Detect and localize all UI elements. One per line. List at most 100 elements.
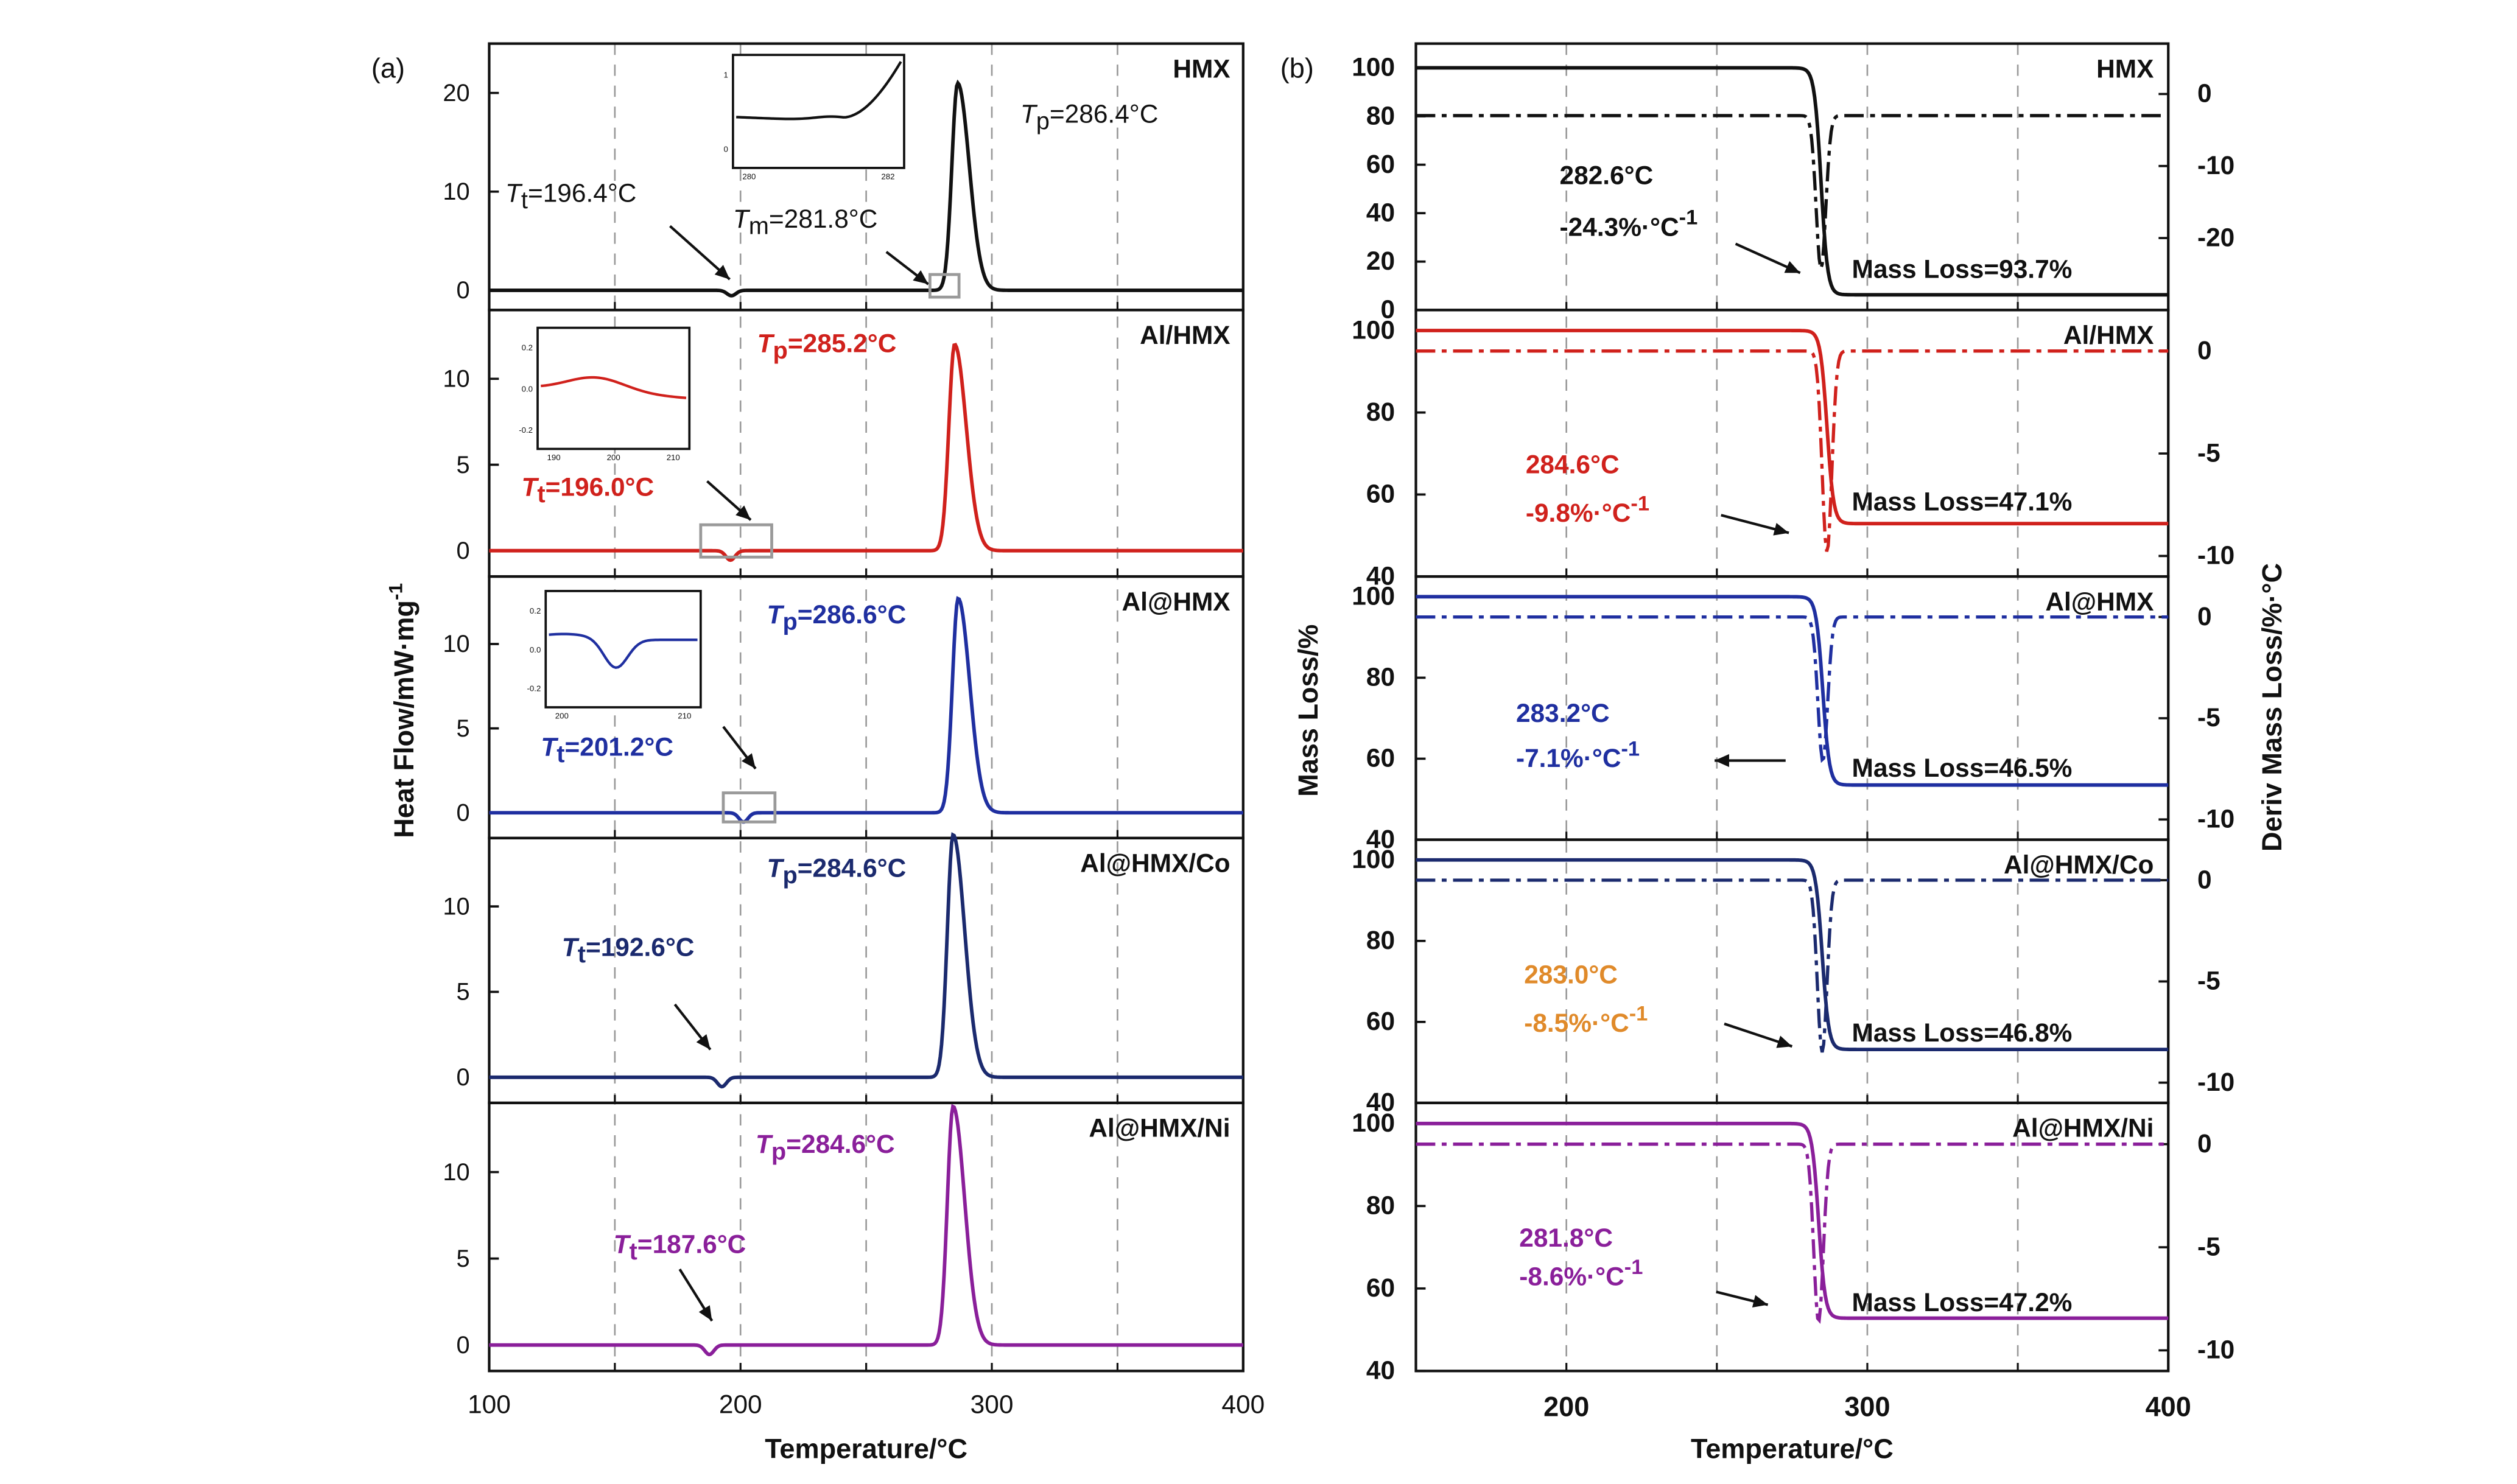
series-name: Al@HMX/Ni (1089, 1114, 1230, 1143)
x-tick-label: 400 (2146, 1391, 2191, 1423)
mass-loss-curve (1416, 858, 2169, 1052)
y-tick-label: 0 (457, 1332, 470, 1359)
x-tick-label: 300 (1844, 1391, 1890, 1423)
series-name: Al/HMX (1140, 321, 1230, 349)
annotation-arrow-head (1773, 523, 1789, 536)
dsc-subplot-al-hmx: 0510Al/HMXTp=285.2°CTt=196.0°C0.20.0-0.2… (443, 309, 1244, 578)
y-tick-label-left: 80 (1366, 1191, 1395, 1220)
deriv-mass-loss-curve (1416, 878, 2169, 1053)
tt-subscript: t (578, 941, 586, 968)
deriv-mass-loss-curve (1416, 1143, 2169, 1325)
tp-annotation: Tp=284.6°C (756, 1130, 895, 1165)
x-tick-label: 400 (1221, 1390, 1265, 1418)
mass-loss-value: Mass Loss=46.5% (1852, 754, 2072, 782)
max-rate-main: -7.1%·°C (1516, 744, 1621, 772)
x-tick-label: 300 (971, 1390, 1014, 1418)
y-tick-label-left: 40 (1366, 198, 1395, 226)
tp-value: =286.6°C (798, 600, 907, 629)
y-tick-label-right: -5 (2197, 438, 2220, 467)
tt-arrow-head (698, 1305, 712, 1321)
dsc-subplot-hmx: 01020HMXTp=286.4°CTt=196.4°CTm=281.8°C10… (443, 42, 1244, 312)
inset-tick-label: 0.2 (522, 343, 533, 352)
inset-tick-label: 0 (724, 144, 728, 153)
series-name: Al@HMX/Ni (2012, 1114, 2154, 1143)
series-name: Al@HMX (2045, 587, 2154, 616)
max-rate-sup: -1 (1629, 1003, 1648, 1026)
y-tick-label-right: 0 (2197, 602, 2212, 631)
inset-tick-label: 200 (607, 453, 620, 462)
y-axis-title-left: Mass Loss/% (1293, 625, 1324, 797)
tp-subscript: p (1036, 108, 1050, 135)
y-tick-label: 20 (443, 80, 469, 107)
tt-arrow-head (696, 1034, 711, 1050)
y-axis-title-sup: -1 (384, 583, 406, 600)
y-tick-label-left: 100 (1352, 1108, 1395, 1137)
tt-value: =187.6°C (637, 1230, 746, 1259)
y-tick-label-right: -10 (2197, 1335, 2234, 1364)
zoom-region-box (721, 791, 777, 824)
tt-value: =196.0°C (546, 472, 655, 501)
panel-a-dsc: 01020HMXTp=286.4°CTt=196.4°CTm=281.8°C10… (371, 42, 1265, 1465)
tp-annotation: Tp=286.4°C (1020, 100, 1159, 135)
annotation-arrow-head (1776, 1035, 1792, 1048)
tt-annotation: Tt=196.4°C (505, 179, 636, 214)
max-rate-main: -9.8%·°C (1526, 499, 1631, 527)
inset-curve (736, 61, 902, 121)
y-tick-label-right: 0 (2197, 865, 2212, 894)
tt-arrow-head (742, 753, 756, 769)
tt-symbol: T (614, 1230, 631, 1259)
inset-curve (541, 376, 687, 399)
tt-subscript: t (537, 481, 545, 508)
inset-tick-label: 210 (678, 712, 691, 721)
inset-curve (549, 632, 698, 670)
y-tick-label-left: 0 (1380, 295, 1395, 324)
inset-frame (536, 326, 691, 450)
y-tick-label-right: -10 (2197, 804, 2234, 833)
y-tick-label-left: 100 (1352, 582, 1395, 611)
panel-label: (a) (371, 52, 405, 83)
y-tick-label: 0 (457, 800, 470, 827)
dsc-subplot-al-hmx: 0510Al@HMXTp=286.6°CTt=201.2°C0.20.0-0.2… (443, 575, 1244, 839)
dsc-curve (489, 1104, 1243, 1357)
inset-tick-label: -0.2 (519, 425, 533, 435)
y-tick-label-left: 60 (1366, 150, 1395, 178)
onset-temperature: 283.2°C (1516, 699, 1610, 727)
max-rate-sup: -1 (1624, 1256, 1643, 1279)
inset-tick-label: 200 (555, 712, 569, 721)
tt-arrow-head (714, 265, 730, 279)
onset-temperature: 283.0°C (1524, 961, 1618, 989)
y-tick-label: 10 (443, 1159, 469, 1186)
y-tick-label-right: 0 (2197, 79, 2212, 108)
series-name: HMX (2096, 54, 2154, 83)
max-rate-main: -24.3%·°C (1560, 212, 1679, 241)
x-axis-title: Temperature/°C (1691, 1433, 1894, 1465)
tt-subscript: t (521, 187, 528, 214)
inset-frame (544, 590, 702, 709)
y-tick-label-left: 60 (1366, 1273, 1395, 1302)
series-name: Al@HMX/Co (2004, 850, 2154, 879)
tt-symbol: T (505, 179, 523, 208)
inset-tick-label: 210 (667, 453, 680, 462)
panel-label: (b) (1280, 52, 1314, 83)
y-tick-label-left: 60 (1366, 480, 1395, 508)
max-rate: -7.1%·°C-1 (1516, 738, 1640, 773)
tga-subplot-al-hmx: 40 60 80 100 0 -5 -10 Al@HMX 283.2°C -7.1%·°C-1 Ma… (1352, 575, 2234, 853)
tga-subplot-al-hmx-co: 40 60 80 100 0 -5 -10 Al@HMX/Co 283.0°C -8.5%·°C-… (1352, 838, 2234, 1116)
y-tick-label-right: -10 (2197, 1068, 2234, 1096)
tp-symbol: T (1020, 100, 1038, 128)
x-tick-label: 200 (719, 1390, 762, 1418)
annotation-arrow-head (1752, 1295, 1768, 1308)
subplot-frame (1414, 1101, 2170, 1373)
annotation-arrow-head (1784, 261, 1800, 273)
tp-annotation: Tp=285.2°C (757, 329, 897, 364)
onset-temperature: 282.6°C (1560, 161, 1654, 189)
y-tick-label: 10 (443, 366, 469, 393)
mass-loss-curve (1416, 1121, 2169, 1320)
tp-subscript: p (771, 1138, 786, 1165)
y-tick-label-right: -5 (2197, 967, 2220, 995)
y-tick-label-right: -20 (2197, 223, 2234, 251)
tt-subscript: t (630, 1238, 637, 1265)
y-tick-label-left: 80 (1366, 397, 1395, 426)
tp-subscript: p (782, 862, 797, 889)
